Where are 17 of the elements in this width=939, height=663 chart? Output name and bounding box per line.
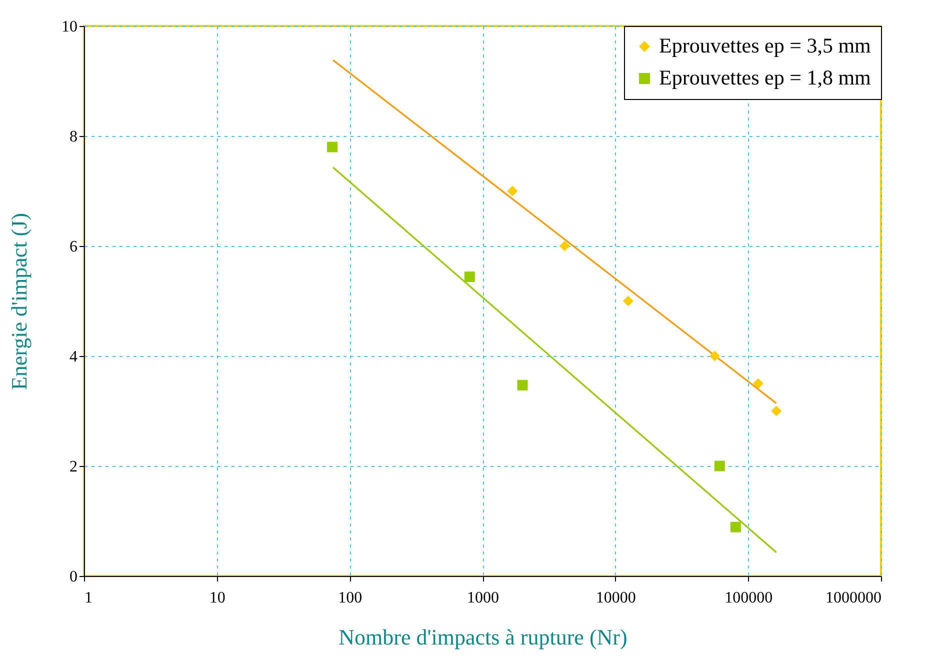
x-axis-title: Nombre d'impacts à rupture (Nr) (338, 624, 628, 650)
legend-label: Eprouvettes ep = 1,8 mm (659, 66, 871, 90)
x-tick-label: 1 (84, 590, 92, 606)
y-tick-label: 2 (70, 458, 78, 476)
legend-label: Eprouvettes ep = 3,5 mm (659, 34, 871, 58)
y-tick-label: 8 (70, 128, 78, 146)
x-tick-label: 100 (338, 590, 362, 606)
y-tick-label: 6 (70, 238, 78, 256)
y-axis-title: Energie d'impact (J) (6, 212, 32, 390)
y-tick-label: 0 (70, 568, 78, 586)
y-tick-label: 4 (70, 348, 78, 366)
x-tick-label: 10 (209, 590, 226, 606)
y-tick-label: 10 (62, 18, 78, 36)
x-tick-label: 1000000 (826, 590, 882, 606)
x-tick-label: 1000 (467, 590, 499, 606)
x-tick-label: 10000 (596, 590, 636, 606)
x-tick-label: 100000 (724, 590, 773, 606)
